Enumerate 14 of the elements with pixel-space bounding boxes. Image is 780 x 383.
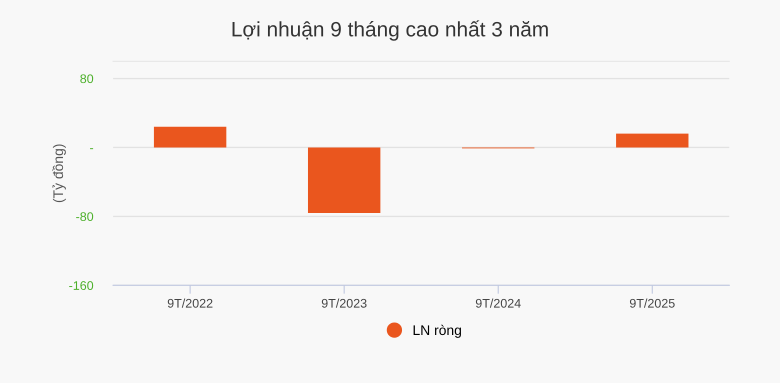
x-tick-label: 9T/2022	[168, 298, 212, 308]
y-axis-title: (Tỷ đồng)	[52, 144, 66, 202]
x-tick-label: 9T/2024	[476, 298, 521, 308]
y-tick-label: -	[90, 148, 94, 150]
legend-label: LN ròng	[414, 324, 461, 338]
x-tick-label: 9T/2023	[322, 298, 367, 308]
bar	[308, 147, 380, 213]
bar	[154, 126, 226, 148]
bar	[616, 134, 688, 148]
x-tick-label: 9T/2025	[630, 298, 675, 308]
y-tick-label: -80	[76, 212, 94, 222]
y-tick-label: 80	[80, 74, 94, 84]
chart-title: Lợi nhuận 9 tháng cao nhất 3 năm	[232, 20, 548, 41]
y-tick-label: -160	[69, 281, 94, 290]
